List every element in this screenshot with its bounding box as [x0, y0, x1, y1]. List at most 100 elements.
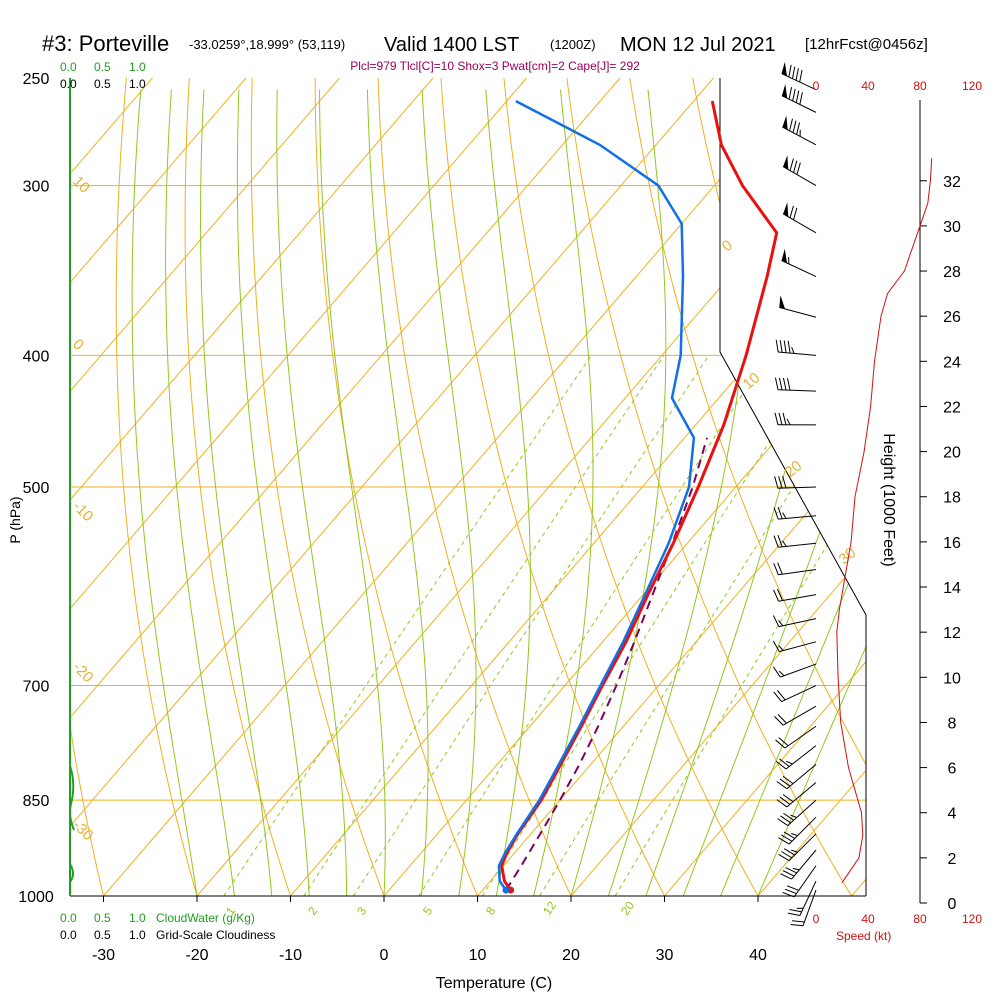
- height-tick-label: 6: [948, 761, 957, 778]
- moist-adiabat: [533, 89, 594, 896]
- barb-feather: [778, 620, 784, 627]
- height-tick-label: 14: [943, 580, 961, 597]
- moist-adiabat: [236, 89, 310, 896]
- barb-shaft: [777, 389, 817, 392]
- barb-feather: [789, 118, 793, 131]
- temperature-tick-label: -10: [279, 947, 302, 964]
- barb-shaft: [782, 705, 817, 726]
- barb-feather: [789, 205, 794, 218]
- barb-feather: [773, 507, 779, 520]
- height-tick-label: 26: [943, 309, 961, 326]
- barb-feather: [776, 799, 788, 808]
- barb-feather: [774, 716, 784, 726]
- dewpoint-line: [497, 99, 696, 891]
- mixing-ratio-label-5: 5: [420, 904, 435, 918]
- isotherm-line: [851, 78, 866, 896]
- wind-barb: [790, 889, 817, 927]
- station-title: #3: Porteville: [42, 31, 169, 56]
- barb-feather: [775, 760, 787, 770]
- barb-shaft: [787, 799, 817, 826]
- cloudwater-scale-top-2: 1.0: [129, 60, 146, 74]
- height-axis-title: Height (1000 Feet): [880, 433, 897, 566]
- cloudiness-scale-top-2: 1.0: [129, 77, 146, 91]
- temperature-tick-label: -30: [92, 947, 115, 964]
- barb-shaft: [781, 685, 817, 703]
- barb-feather: [782, 412, 787, 425]
- barb-feather: [782, 794, 794, 803]
- height-tick-label: 24: [943, 354, 961, 371]
- height-tick-label: 28: [943, 264, 961, 281]
- barb-feather: [773, 535, 779, 548]
- barb-feather: [777, 506, 783, 519]
- temperature-tick-label: 30: [656, 947, 674, 964]
- height-tick-label: 4: [948, 806, 957, 823]
- barb-shaft: [778, 515, 817, 520]
- barb-feather: [781, 851, 793, 859]
- barb-feather: [777, 818, 789, 826]
- barb-feather: [795, 68, 799, 81]
- wind-barb: [775, 725, 817, 749]
- barb-feather: [778, 412, 783, 425]
- wind-barb: [773, 685, 817, 703]
- barb-shaft: [788, 816, 817, 845]
- barb-flag: [782, 115, 788, 130]
- barb-feather: [783, 812, 794, 821]
- barb-flag: [783, 155, 789, 170]
- barb-feather: [776, 781, 788, 790]
- moist-adiabat: [485, 89, 531, 896]
- wind-barb: [773, 562, 817, 576]
- barb-feather: [791, 832, 798, 837]
- barb-feather: [784, 888, 797, 895]
- barb-feather: [774, 412, 779, 425]
- barb-feather: [773, 691, 782, 702]
- stability-indices: Plcl=979 Tlcl[C]=10 Shox=3 Pwat[cm]=2 Ca…: [350, 59, 640, 73]
- mixing-ratio-line: [418, 355, 769, 896]
- cloudiness-scale-bottom-2: 1.0: [129, 928, 146, 942]
- barb-shaft: [781, 73, 817, 91]
- cloudiness-scale-bottom-0: 0.0: [60, 928, 77, 942]
- barb-shaft: [778, 568, 817, 576]
- wind-barbs: [772, 61, 817, 927]
- isotherm-line: [70, 78, 621, 896]
- barb-feather: [782, 377, 787, 391]
- height-tick-label: 10: [943, 670, 961, 687]
- barb-feather: [779, 340, 783, 353]
- wind-speed-profile: 0246810121416182022242628303200404080801…: [813, 79, 983, 926]
- speed-tick-bottom-120: 120: [962, 912, 982, 926]
- barb-feather: [777, 689, 786, 701]
- valid-time: Valid 1400 LST: [384, 34, 519, 56]
- cloudiness-scale-top-1: 0.5: [94, 77, 111, 91]
- isotherm-line: [103, 78, 808, 896]
- parcel-trace: [505, 437, 708, 891]
- barb-feather: [783, 848, 796, 856]
- temperature-tick-label: 0: [380, 947, 389, 964]
- barb-shaft: [802, 889, 817, 926]
- valid-date: MON 12 Jul 2021: [620, 34, 776, 56]
- barb-feather: [773, 589, 780, 602]
- barb-feather: [789, 909, 802, 913]
- barb-shaft: [784, 725, 817, 749]
- barb-feather: [775, 739, 786, 749]
- dry-adiabat: [440, 78, 665, 896]
- barb-feather: [782, 476, 787, 489]
- height-tick-label: 0: [948, 896, 957, 913]
- wind-barb: [782, 202, 817, 234]
- barb-feather: [779, 778, 791, 787]
- moist-adiabat: [570, 89, 667, 896]
- dry-adiabat: [184, 78, 291, 896]
- isotherm-line: [70, 78, 247, 896]
- barb-feather: [782, 870, 795, 877]
- moist-adiabat: [276, 89, 348, 896]
- isotherm-line: [70, 78, 340, 896]
- axes: 250 300 400 500 700 850 1000 -30 -20 -10 0 10 20 30 40: [18, 71, 767, 964]
- cloudiness-scale-bottom-1: 0.5: [94, 928, 111, 942]
- isotherm-line: [70, 78, 434, 896]
- wind-barb: [782, 115, 817, 146]
- barb-feather: [796, 122, 801, 135]
- barb-feather: [799, 92, 803, 105]
- cloudiness-title: Grid-Scale Cloudiness: [156, 928, 275, 942]
- barb-feather: [795, 90, 800, 103]
- moist-adiabat: [165, 89, 235, 896]
- wind-barb: [774, 476, 817, 489]
- barb-feather: [793, 160, 798, 173]
